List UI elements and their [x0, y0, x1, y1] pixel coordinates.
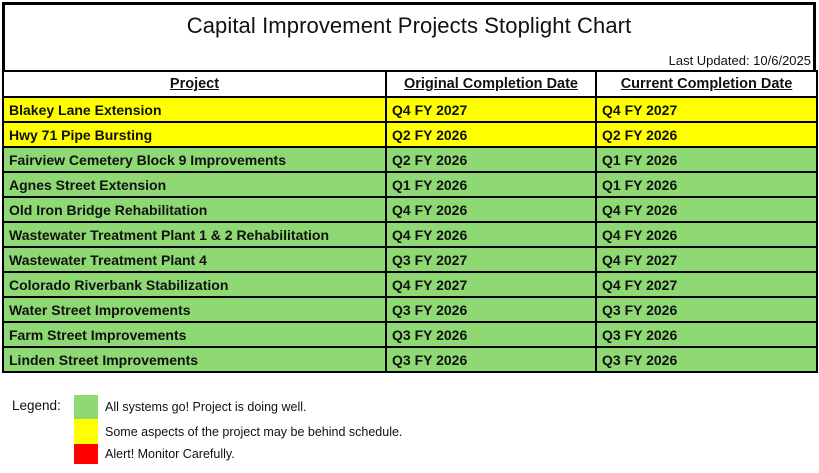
table-row: Wastewater Treatment Plant 4 Q3 FY 2027 …: [2, 246, 818, 273]
cell-project[interactable]: Agnes Street Extension: [2, 171, 387, 198]
table-body: Blakey Lane Extension Q4 FY 2027 Q4 FY 2…: [2, 96, 818, 373]
column-header-original-date[interactable]: Original Completion Date: [385, 70, 597, 98]
cell-project[interactable]: Linden Street Improvements: [2, 346, 387, 373]
cell-project[interactable]: Farm Street Improvements: [2, 321, 387, 348]
last-updated-text: Last Updated: 10/6/2025: [668, 53, 811, 68]
table-row: Wastewater Treatment Plant 1 & 2 Rehabil…: [2, 221, 818, 248]
cell-original-date[interactable]: Q2 FY 2026: [385, 146, 597, 173]
page-title: Capital Improvement Projects Stoplight C…: [186, 13, 632, 38]
cell-project[interactable]: Fairview Cemetery Block 9 Improvements: [2, 146, 387, 173]
legend-items: All systems go! Project is doing well. S…: [74, 395, 402, 464]
cell-current-date[interactable]: Q3 FY 2026: [595, 321, 818, 348]
cell-project[interactable]: Water Street Improvements: [2, 296, 387, 323]
table-row: Agnes Street Extension Q1 FY 2026 Q1 FY …: [2, 171, 818, 198]
cell-current-date[interactable]: Q4 FY 2026: [595, 196, 818, 223]
cell-current-date[interactable]: Q4 FY 2027: [595, 246, 818, 273]
legend-item: Alert! Monitor Carefully.: [74, 444, 402, 464]
legend-status-swatch: [74, 419, 98, 444]
cell-original-date[interactable]: Q4 FY 2027: [385, 271, 597, 298]
cell-original-date[interactable]: Q3 FY 2026: [385, 321, 597, 348]
legend-item-text: Some aspects of the project may be behin…: [105, 424, 403, 439]
cell-project[interactable]: Old Iron Bridge Rehabilitation: [2, 196, 387, 223]
table-row: Colorado Riverbank Stabilization Q4 FY 2…: [2, 271, 818, 298]
cell-original-date[interactable]: Q4 FY 2026: [385, 196, 597, 223]
sheet: Capital Improvement Projects Stoplight C…: [2, 2, 818, 464]
cell-project[interactable]: Wastewater Treatment Plant 1 & 2 Rehabil…: [2, 221, 387, 248]
cell-project[interactable]: Colorado Riverbank Stabilization: [2, 271, 387, 298]
column-header-project[interactable]: Project: [2, 70, 387, 98]
table-row: Fairview Cemetery Block 9 Improvements Q…: [2, 146, 818, 173]
cell-original-date[interactable]: Q3 FY 2026: [385, 296, 597, 323]
cell-current-date[interactable]: Q1 FY 2026: [595, 171, 818, 198]
cell-original-date[interactable]: Q4 FY 2026: [385, 221, 597, 248]
table-header-row: Project Original Completion Date Current…: [2, 70, 818, 98]
table-row: Old Iron Bridge Rehabilitation Q4 FY 202…: [2, 196, 818, 223]
legend-status-swatch: [74, 395, 98, 419]
legend-item: All systems go! Project is doing well.: [74, 395, 402, 419]
cell-current-date[interactable]: Q3 FY 2026: [595, 346, 818, 373]
cell-project[interactable]: Blakey Lane Extension: [2, 96, 387, 123]
cell-current-date[interactable]: Q1 FY 2026: [595, 146, 818, 173]
legend-label: Legend:: [12, 398, 61, 413]
cell-original-date[interactable]: Q1 FY 2026: [385, 171, 597, 198]
table-row: Blakey Lane Extension Q4 FY 2027 Q4 FY 2…: [2, 96, 818, 123]
cell-original-date[interactable]: Q4 FY 2027: [385, 96, 597, 123]
legend-item-text: Alert! Monitor Carefully.: [105, 447, 235, 461]
column-header-current-date[interactable]: Current Completion Date: [595, 70, 818, 98]
cell-current-date[interactable]: Q4 FY 2027: [595, 271, 818, 298]
legend-item: Some aspects of the project may be behin…: [74, 419, 402, 444]
legend-status-swatch: [74, 444, 98, 464]
cell-original-date[interactable]: Q2 FY 2026: [385, 121, 597, 148]
cell-original-date[interactable]: Q3 FY 2027: [385, 246, 597, 273]
cell-current-date[interactable]: Q4 FY 2027: [595, 96, 818, 123]
table-row: Water Street Improvements Q3 FY 2026 Q3 …: [2, 296, 818, 323]
cell-current-date[interactable]: Q4 FY 2026: [595, 221, 818, 248]
cell-project[interactable]: Hwy 71 Pipe Bursting: [2, 121, 387, 148]
stoplight-table: Project Original Completion Date Current…: [2, 70, 818, 373]
table-row: Linden Street Improvements Q3 FY 2026 Q3…: [2, 346, 818, 373]
title-block: Capital Improvement Projects Stoplight C…: [2, 2, 816, 70]
table-row: Farm Street Improvements Q3 FY 2026 Q3 F…: [2, 321, 818, 348]
legend: Legend: All systems go! Project is doing…: [12, 395, 402, 464]
cell-project[interactable]: Wastewater Treatment Plant 4: [2, 246, 387, 273]
cell-current-date[interactable]: Q3 FY 2026: [595, 296, 818, 323]
cell-current-date[interactable]: Q2 FY 2026: [595, 121, 818, 148]
cell-original-date[interactable]: Q3 FY 2026: [385, 346, 597, 373]
table-row: Hwy 71 Pipe Bursting Q2 FY 2026 Q2 FY 20…: [2, 121, 818, 148]
legend-item-text: All systems go! Project is doing well.: [105, 400, 307, 414]
